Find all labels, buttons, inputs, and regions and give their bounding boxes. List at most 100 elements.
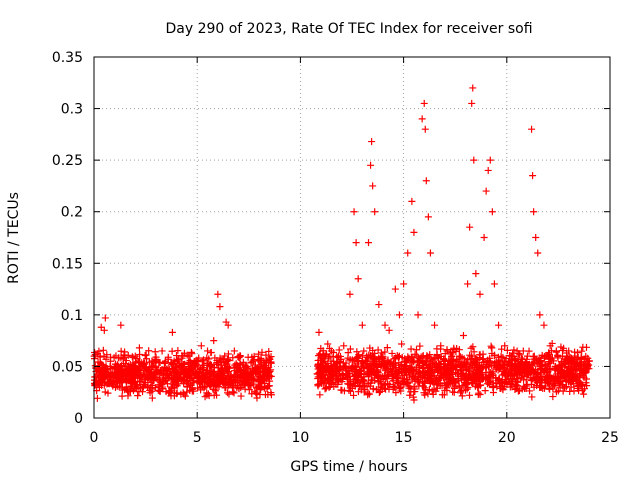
band-marker <box>333 359 341 367</box>
band-marker <box>336 357 344 365</box>
data-point <box>162 368 170 376</box>
band-marker <box>224 356 232 364</box>
band-marker <box>360 347 368 355</box>
band-marker <box>461 379 469 387</box>
band-marker <box>471 370 479 378</box>
band-marker <box>360 360 368 368</box>
data-point <box>577 354 585 362</box>
band-marker <box>120 351 128 359</box>
y-tick-label: 0.1 <box>61 308 83 324</box>
band-marker <box>338 378 346 386</box>
band-marker <box>324 340 332 348</box>
band-marker <box>316 361 324 369</box>
band-marker <box>244 380 252 388</box>
data-point <box>404 249 412 257</box>
band-marker <box>335 346 343 354</box>
band-marker <box>111 383 119 391</box>
band-marker <box>134 392 142 400</box>
band-marker <box>426 379 434 387</box>
band-marker <box>342 367 350 375</box>
data-point <box>371 208 379 216</box>
data-point <box>480 234 488 241</box>
band-marker <box>240 374 248 382</box>
data-point <box>559 352 567 360</box>
band-marker <box>543 351 551 359</box>
band-marker <box>112 352 120 360</box>
band-marker <box>484 361 492 369</box>
band-marker <box>162 388 170 396</box>
band-marker <box>219 372 227 380</box>
data-point <box>455 352 463 360</box>
band-marker <box>326 383 334 391</box>
band-marker <box>512 381 520 389</box>
band-marker <box>317 354 325 362</box>
band-marker <box>223 368 231 376</box>
band-marker <box>215 371 223 379</box>
band-marker <box>546 359 554 367</box>
band-marker <box>575 362 583 370</box>
band-marker <box>210 363 218 371</box>
band-marker <box>568 360 576 368</box>
data-point <box>464 280 472 288</box>
data-point <box>532 234 540 241</box>
band-marker <box>190 387 198 395</box>
band-marker <box>395 379 403 387</box>
band-marker <box>177 376 185 384</box>
x-tick-label: 25 <box>601 430 619 446</box>
data-point <box>381 321 389 329</box>
band-marker <box>356 370 364 378</box>
band-marker <box>249 376 257 384</box>
band-marker <box>98 360 106 368</box>
x-tick-label: 5 <box>193 430 202 446</box>
band-marker <box>549 383 557 391</box>
band-marker <box>164 355 172 363</box>
band-marker <box>115 383 123 391</box>
data-point <box>530 208 538 216</box>
band-marker <box>225 390 233 398</box>
data-point <box>197 342 205 350</box>
band-marker <box>502 377 510 385</box>
band-marker <box>126 377 134 385</box>
y-axis-title: ROTI / TECUs <box>6 192 22 284</box>
band-marker <box>407 353 415 361</box>
data-point <box>385 326 393 334</box>
data-point <box>158 347 166 355</box>
band-marker <box>238 379 246 387</box>
band-marker <box>554 351 562 359</box>
data-point <box>135 344 143 352</box>
band-marker <box>123 375 131 383</box>
band-marker <box>136 350 144 358</box>
band-marker <box>124 392 132 400</box>
band-marker <box>405 384 413 392</box>
band-marker <box>203 375 211 383</box>
band-marker <box>578 347 586 355</box>
band-marker <box>388 349 396 357</box>
data-point <box>459 331 467 339</box>
band-marker <box>316 391 324 399</box>
data-point <box>142 373 150 381</box>
x-tick-label: 0 <box>90 430 99 446</box>
band-marker <box>476 354 484 362</box>
band-marker <box>327 361 335 369</box>
band-marker <box>394 373 402 381</box>
band-marker <box>463 385 471 393</box>
band-marker <box>566 387 574 395</box>
data-point <box>216 303 224 311</box>
band-marker <box>564 364 572 372</box>
band-marker <box>99 346 107 354</box>
data-point <box>400 280 408 288</box>
band-marker <box>217 361 225 369</box>
band-marker <box>360 373 368 381</box>
band-marker <box>121 376 129 384</box>
band-marker <box>449 388 457 396</box>
data-point <box>237 352 245 360</box>
band-marker <box>334 374 342 382</box>
band-marker <box>487 370 495 378</box>
data-point <box>476 290 484 298</box>
band-marker <box>448 361 456 369</box>
band-marker <box>140 380 148 388</box>
data-point <box>204 347 212 355</box>
band-marker <box>423 364 431 372</box>
band-marker <box>135 388 143 396</box>
